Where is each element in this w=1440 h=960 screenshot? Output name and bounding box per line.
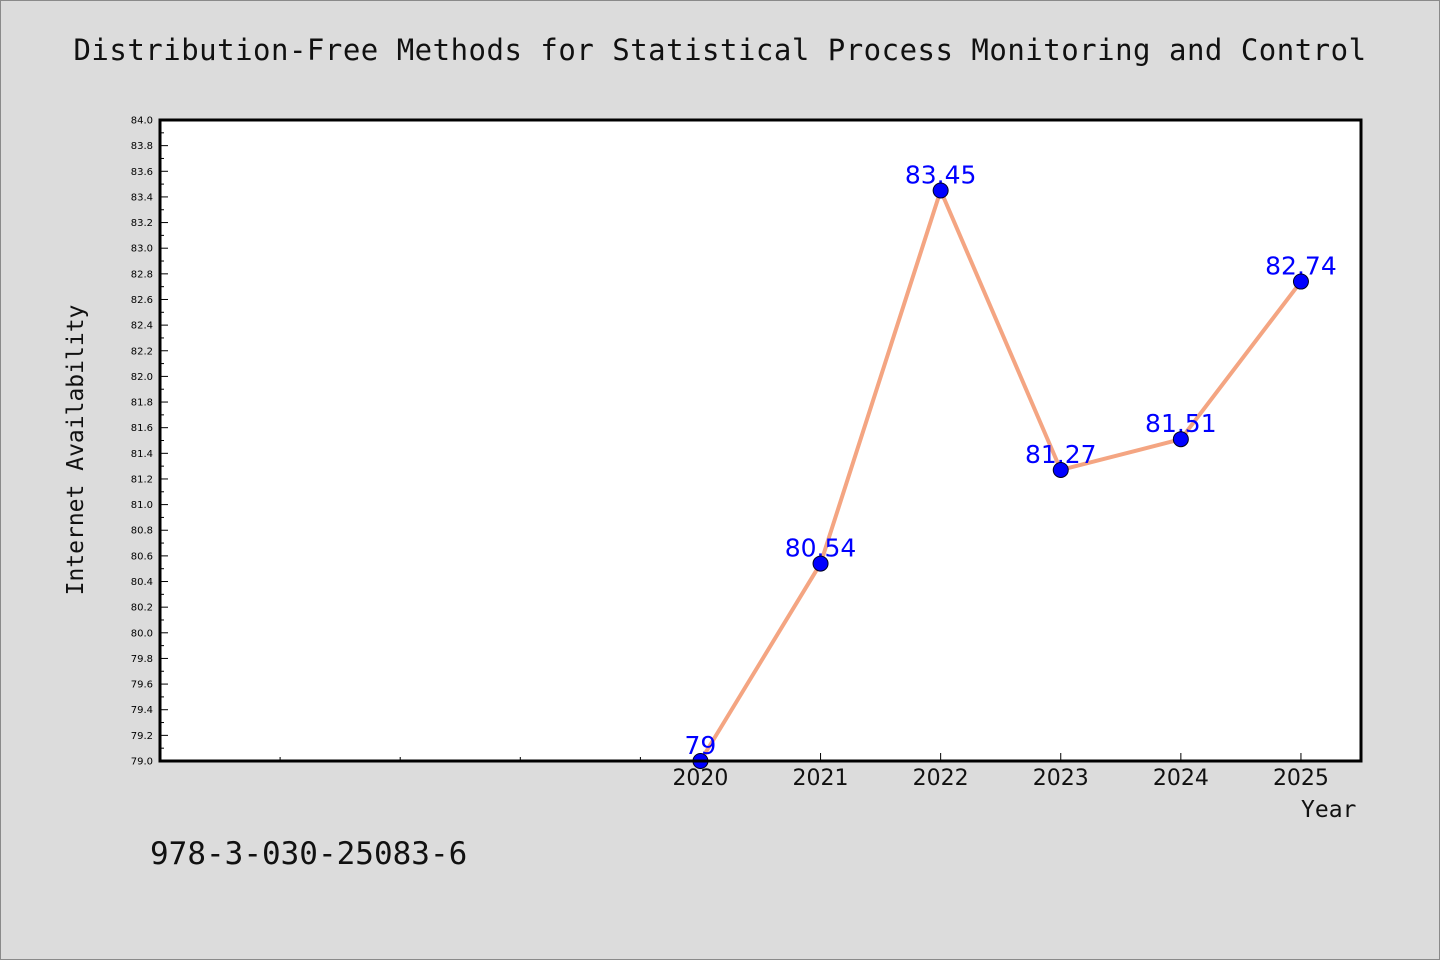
y-tick-label: 82.2 (131, 346, 153, 357)
data-point (932, 182, 949, 199)
x-tick-label: 2022 (913, 766, 969, 791)
y-tick-label: 80.2 (131, 603, 153, 614)
y-tick-label: 83.8 (131, 141, 153, 152)
data-point (1172, 431, 1189, 448)
y-tick-label: 79.8 (131, 654, 153, 665)
y-tick-label: 80.0 (131, 628, 153, 639)
y-tick-label: 81.6 (131, 423, 153, 434)
y-tick-label: 82.8 (131, 269, 153, 280)
y-tick-label: 79.6 (131, 680, 153, 691)
y-tick-label: 82.6 (131, 295, 153, 306)
y-tick-label: 79.2 (131, 731, 153, 742)
plot-border (158, 118, 1363, 763)
y-tick-label: 81.0 (131, 500, 153, 511)
footer-isbn: 978-3-030-25083-6 (150, 836, 468, 872)
y-axis-ticks: 79.0 79.2 79.4 79.6 79.8 80.0 80.2 80.4 80.6 80.8… (131, 116, 168, 768)
plot-area (160, 120, 1361, 761)
data-point (1052, 461, 1069, 478)
y-tick-label: 83.4 (131, 192, 153, 203)
y-tick-label: 80.8 (131, 526, 153, 537)
series-line (698, 188, 1303, 763)
x-tick-label: 2023 (1033, 766, 1089, 791)
x-axis-ticks: 2020 2021 2022 2023 2024 2025 (279, 753, 1329, 791)
y-tick-label: 82.4 (131, 321, 153, 332)
data-point (812, 555, 829, 572)
y-tick-label: 84.0 (131, 116, 153, 127)
x-axis-label: Year (1301, 797, 1357, 823)
y-tick-label: 80.4 (131, 577, 153, 588)
x-tick-label: 2025 (1273, 766, 1329, 791)
data-point (1292, 273, 1309, 290)
y-tick-label: 79.4 (131, 705, 153, 716)
y-tick-label: 83.0 (131, 244, 153, 255)
chart-title: Distribution-Free Methods for Statistica… (73, 33, 1367, 67)
x-tick-label: 2021 (793, 766, 849, 791)
y-tick-label: 79.0 (131, 757, 153, 768)
y-tick-label: 83.2 (131, 218, 153, 229)
y-tick-label: 83.6 (131, 167, 153, 178)
y-tick-label: 81.4 (131, 449, 153, 460)
y-tick-label: 81.2 (131, 474, 153, 485)
y-tick-label: 82.0 (131, 372, 153, 383)
x-tick-label: 2020 (672, 766, 728, 791)
y-tick-label: 80.6 (131, 551, 153, 562)
x-tick-label: 2024 (1153, 766, 1209, 791)
y-tick-label: 81.8 (131, 398, 153, 409)
